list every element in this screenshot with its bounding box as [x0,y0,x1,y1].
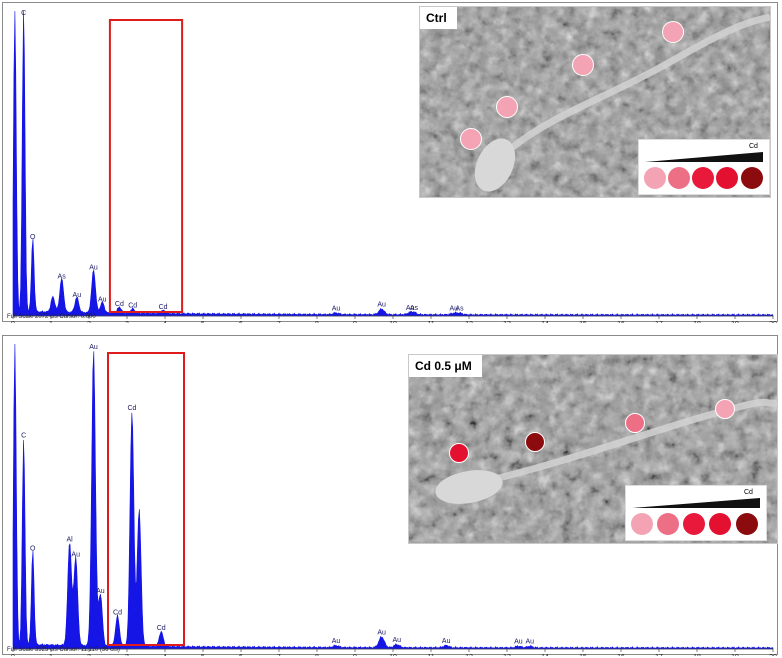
peak-label: Cd [128,302,137,309]
x-tick-label: 18 [693,654,701,656]
x-tick-label: 13 [503,321,511,323]
peak-label: Au [377,629,386,636]
peak-label: O [30,545,36,552]
peak-label: Au [96,588,105,595]
cd-dot [525,432,545,452]
cd-dot [662,21,684,43]
x-tick-label: 3 [125,321,129,323]
x-tick-label: 16 [617,654,625,656]
x-tick-label: 7 [277,321,281,323]
cd-dot [449,443,469,463]
legend-gradient-wedge [644,152,763,189]
peak-label: As [58,273,67,280]
peak-label: Au [73,292,82,299]
x-tick-label: 10 [389,321,397,323]
x-tick-label: 15 [579,654,587,656]
x-tick-label: 12 [465,654,473,656]
peak-label: Al [67,536,74,543]
peak-label: Au [526,638,535,645]
spectrum-area [12,343,774,650]
x-tick-label: 8 [315,321,319,323]
x-tick-label: 5 [201,654,205,656]
peak-label: C [21,10,26,17]
x-tick-label: 9 [353,654,357,656]
x-tick-label: 17 [655,654,663,656]
x-tick-label: 19 [731,654,739,656]
legend-gradient-wedge [631,498,760,535]
x-tick-label: 15 [579,321,587,323]
peak-label: Au [332,638,341,645]
sem-image-ctrl: Ctrl Cd [419,6,771,198]
x-tick-label: 10 [389,654,397,656]
edx-spectrum-bottom: 01234567891011121314151617181920keVCOAlA… [11,343,777,656]
sample-label-cd: Cd 0.5 μM [409,355,482,377]
peak-label: As [455,305,464,312]
peak-label: Au [406,305,415,312]
x-tick-label: 3 [125,654,129,656]
cd-dot [715,399,735,419]
x-tick-label: 2 [87,321,91,323]
x-tick-label: 11 [427,654,434,656]
x-tick-label: 0 [11,654,15,656]
peak-label: Cd [159,304,168,311]
cd-dot [625,413,645,433]
spectrum-footer-top: Full Scale 2072 cts Cursor: 0.000 [7,314,96,320]
peak-label: Au [71,552,80,559]
x-tick-label: 6 [239,654,243,656]
x-tick-label: 14 [541,321,549,323]
spectrum-footer-bottom: Full Scale 3923 cts Cursor: 11.110 (36 c… [7,647,120,653]
edx-spectrum-top: 01234567891011121314151617181920keVCOAsA… [11,10,777,323]
x-tick-label: 6 [239,321,243,323]
x-tick-label: 18 [693,321,701,323]
cd-dot [496,96,518,118]
peak-label: Au [332,305,341,312]
x-tick-label: 12 [465,321,473,323]
x-tick-label: 13 [503,654,511,656]
x-tick-label: 1 [49,321,53,323]
peak-label: Au [450,305,459,312]
x-tick-label: 1 [49,654,53,656]
cd-dot [572,54,594,76]
x-tick-label: 9 [353,321,357,323]
peak-label: Au [442,638,451,645]
x-tick-label: 19 [731,321,739,323]
peak-label: Au [514,638,523,645]
x-tick-label: 14 [541,654,549,656]
peak-label: Cd [113,610,122,617]
x-tick-label: 8 [315,654,319,656]
peak-label: Au [98,296,107,303]
peak-label: As [410,305,419,312]
peak-label: Au [377,302,386,309]
peak-label: Cd [127,405,136,412]
cd-scale-legend: Cd [638,139,770,195]
x-tick-label: 5 [201,321,205,323]
sem-image-cd: Cd 0.5 μM Cd [408,354,778,544]
x-tick-label: 20 [769,321,777,323]
x-tick-label: 7 [277,654,281,656]
peak-label: C [21,433,26,440]
cd-dot [460,128,482,150]
x-tick-label: 4 [163,654,167,656]
peak-label: Cd [115,301,124,308]
x-tick-label: 0 [11,321,15,323]
peak-label: O [30,234,36,241]
spectrum-panel-bottom: 01234567891011121314151617181920keVCOAlA… [2,335,778,656]
peak-label: Cd [157,625,166,632]
x-tick-label: 11 [427,321,434,323]
legend-cd-label: Cd [749,143,758,150]
x-tick-label: 2 [87,654,91,656]
peak-label: Au [89,344,98,351]
x-tick-label: 4 [163,321,167,323]
cd-scale-legend: Cd [625,485,767,541]
spectrum-panel-top: 01234567891011121314151617181920keVCOAsA… [2,2,778,323]
cd-region-box [108,19,184,313]
sample-label-ctrl: Ctrl [420,7,457,29]
x-tick-label: 16 [617,321,625,323]
legend-cd-label: Cd [744,489,753,496]
x-tick-label: 17 [655,321,663,323]
x-tick-label: 20 [769,654,777,656]
peak-label: Au [393,637,402,644]
cd-region-box [107,352,185,646]
peak-label: Au [89,264,98,271]
